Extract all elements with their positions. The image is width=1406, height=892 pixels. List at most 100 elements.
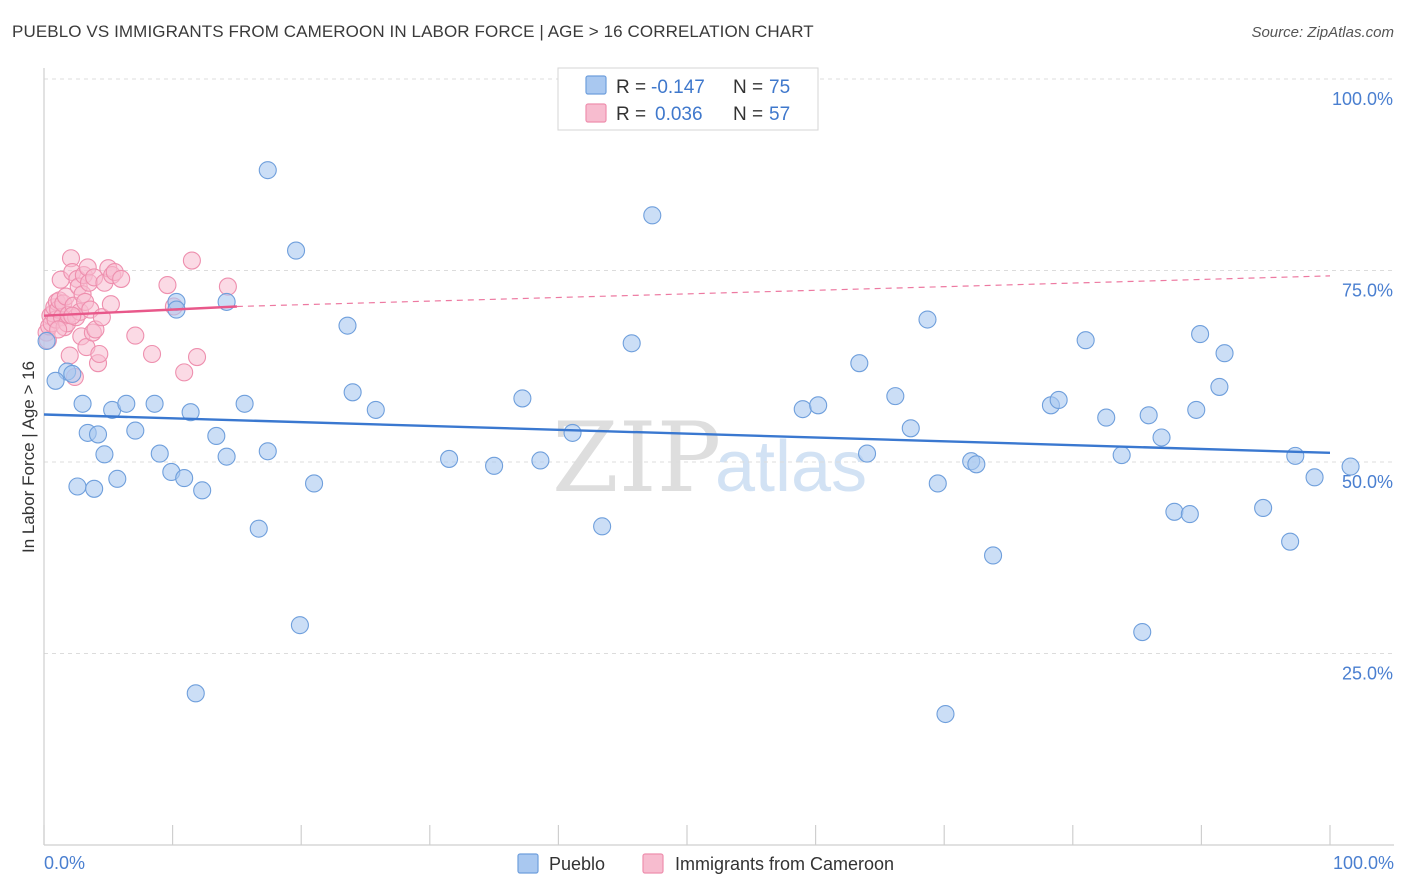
pueblo-point: [193, 481, 212, 500]
pueblo-point: [1049, 390, 1068, 410]
pueblo-point: [593, 517, 612, 536]
cameroon-point: [182, 251, 201, 270]
pueblo-point: [249, 519, 268, 538]
grid-lines: [44, 78, 1394, 654]
pueblo-point: [63, 364, 82, 383]
pueblo-point: [1165, 502, 1184, 521]
series-legend: Pueblo Immigrants from Cameroon: [517, 853, 894, 874]
trend-lines: [43, 275, 1331, 455]
x-tick-label-max: 100.0%: [1333, 853, 1394, 873]
legend-n-value-pueblo: 75: [769, 77, 790, 98]
cameroon-point: [60, 346, 79, 365]
pueblo-point: [1076, 331, 1095, 350]
pueblo-point: [1152, 428, 1171, 447]
pueblo-point: [901, 419, 920, 438]
cameroon-trend-line: [43, 305, 237, 317]
y-axis-label: In Labor Force | Age > 16: [19, 361, 38, 553]
cameroon-point: [175, 363, 194, 382]
pueblo-point: [366, 400, 385, 419]
pueblo-point: [1191, 325, 1210, 344]
pueblo-point: [150, 444, 169, 463]
pueblo-point: [258, 161, 277, 180]
pueblo-point: [1112, 446, 1131, 465]
pueblo-point: [217, 447, 236, 466]
pueblo-point: [1187, 400, 1206, 419]
legend-swatch-pueblo: [585, 75, 607, 95]
pueblo-point: [37, 331, 56, 351]
zipatlas-watermark: ZIP atlas: [552, 402, 867, 514]
pueblo-point: [88, 425, 108, 444]
pueblo-point: [117, 394, 136, 413]
series-legend-label-pueblo: Pueblo: [549, 854, 605, 874]
pueblo-point: [1180, 505, 1199, 524]
pueblo-point: [46, 371, 65, 390]
y-tick-label: 25.0%: [1342, 664, 1393, 684]
cameroon-trend-extension: [236, 275, 1331, 308]
pueblo-point: [1097, 408, 1116, 427]
pueblo-point: [531, 451, 550, 470]
pueblo-point: [563, 423, 582, 442]
cameroon-point: [101, 295, 120, 314]
legend-n-value-cameroon: 57: [769, 104, 790, 125]
pueblo-point: [343, 383, 362, 402]
legend-r-value-pueblo: -0.147: [651, 77, 705, 98]
pueblo-point: [485, 456, 504, 475]
pueblo-point: [809, 396, 828, 415]
pueblo-point: [145, 394, 164, 413]
pueblo-point: [1305, 468, 1324, 487]
watermark-atlas: atlas: [715, 427, 867, 507]
pueblo-point: [108, 469, 127, 488]
y-tick-label: 75.0%: [1342, 281, 1393, 301]
pueblo-point: [181, 403, 200, 422]
pueblo-point: [857, 444, 877, 463]
legend-n-label-cameroon: N =: [733, 104, 763, 125]
chart-title: PUEBLO VS IMMIGRANTS FROM CAMEROON IN LA…: [12, 22, 814, 41]
pueblo-point: [643, 206, 662, 225]
pueblo-point: [1215, 344, 1234, 363]
y-tick-label: 50.0%: [1342, 472, 1393, 492]
pueblo-point: [305, 474, 324, 493]
y-tick-label: 100.0%: [1332, 89, 1393, 109]
pueblo-trend-line: [43, 413, 1331, 455]
chart-source: Source: ZipAtlas.com: [1251, 24, 1394, 41]
y-tick-labels: 25.0% 50.0% 75.0% 100.0%: [1332, 89, 1393, 684]
pueblo-point: [1254, 498, 1273, 518]
x-tick-marks: [43, 825, 1331, 845]
pueblo-point: [95, 445, 114, 464]
cameroon-point: [187, 348, 207, 367]
correlation-legend: R = -0.147 N = 75 R = 0.036 N = 57: [557, 67, 819, 131]
pueblo-point: [1341, 457, 1360, 476]
pueblo-point: [513, 389, 532, 408]
legend-r-label-cameroon: R =: [616, 104, 646, 125]
pueblo-point: [73, 394, 92, 413]
pueblo-point: [1210, 377, 1229, 396]
cameroon-point: [49, 320, 68, 339]
pueblo-point: [186, 684, 205, 703]
pueblo-point: [1286, 446, 1305, 465]
legend-r-label-pueblo: R =: [616, 77, 646, 98]
watermark-zip: ZIP: [552, 402, 721, 514]
pueblo-point: [68, 477, 87, 496]
pueblo-point: [918, 310, 937, 329]
pueblo-point: [175, 469, 194, 488]
pueblo-point: [126, 421, 145, 440]
legend-n-label-pueblo: N =: [733, 77, 763, 98]
pueblo-point: [936, 704, 955, 724]
pueblo-point: [1281, 532, 1300, 551]
pueblo-point: [967, 455, 986, 474]
pueblo-point: [1139, 406, 1158, 425]
x-tick-label-min: 0.0%: [44, 853, 85, 873]
pueblo-point: [622, 334, 641, 353]
cameroon-point: [126, 326, 145, 345]
cameroon-point: [142, 344, 162, 364]
legend-swatch-cameroon: [585, 103, 607, 123]
series-legend-swatch-cameroon: [642, 853, 664, 874]
pueblo-point: [984, 546, 1003, 565]
series-legend-swatch-pueblo: [517, 853, 539, 874]
pueblo-point: [287, 241, 306, 260]
pueblo-point: [290, 616, 309, 635]
pueblo-point: [235, 394, 254, 413]
pueblo-point: [338, 316, 357, 335]
cameroon-point: [218, 277, 237, 296]
